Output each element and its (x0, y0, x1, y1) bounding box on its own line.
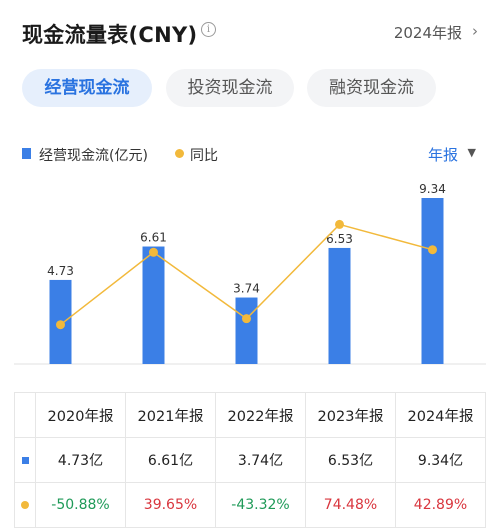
caret-down-icon[interactable]: ▼ (467, 146, 476, 159)
table-cell-value: 4.73亿 (35, 437, 126, 483)
bar-2021年报[interactable] (142, 246, 165, 364)
table-header-cell: 2021年报 (125, 392, 216, 438)
bar-marker-icon (21, 457, 29, 464)
table-cell-yoy: -50.88% (35, 482, 126, 528)
yoy-point-2023年报[interactable] (335, 219, 344, 229)
bar-legend-swatch (22, 148, 31, 159)
table-header-cell: 2023年报 (305, 392, 396, 438)
bar-legend-label: 经营现金流(亿元) (39, 148, 148, 164)
line-marker-icon (21, 501, 29, 509)
bar-2022年报[interactable] (235, 297, 258, 364)
tab-financing-cashflow[interactable]: 融资现金流 (307, 69, 436, 107)
table-header-cell: 2022年报 (215, 392, 306, 438)
report-period-selector[interactable]: 2024年报 (393, 24, 462, 42)
table-header-row: 2020年报 2021年报 2022年报 2023年报 2024年报 (14, 392, 486, 438)
table-cell-yoy: 42.89% (395, 482, 486, 528)
bar-value-label: 6.53 (326, 232, 353, 246)
yoy-point-2020年报[interactable] (56, 320, 65, 330)
table-cell-yoy: -43.32% (215, 482, 306, 528)
line-legend-swatch (175, 149, 184, 158)
cashflow-chart: 4.73 6.61 3.74 6.53 9.34 (14, 182, 486, 365)
table-header-cell: 2020年报 (35, 392, 126, 438)
bar-value-label: 9.34 (419, 182, 446, 196)
chevron-right-icon[interactable]: › (472, 22, 478, 40)
tab-investing-cashflow[interactable]: 投资现金流 (166, 69, 294, 107)
tab-operating-cashflow[interactable]: 经营现金流 (22, 69, 152, 107)
table-cell-value: 6.53亿 (305, 437, 396, 483)
bar-value-label: 6.61 (140, 231, 167, 245)
table-row-value: 4.73亿 6.61亿 3.74亿 6.53亿 9.34亿 (14, 437, 486, 483)
yoy-point-2024年报[interactable] (428, 245, 437, 255)
bar-value-label: 3.74 (233, 282, 260, 296)
table-cell-value: 9.34亿 (395, 437, 486, 483)
bar-2024年报[interactable] (421, 198, 444, 364)
annual-report-select[interactable]: 年报 (427, 146, 458, 164)
info-icon[interactable]: i (201, 22, 216, 37)
line-legend-label: 同比 (190, 148, 218, 164)
bar-value-label: 4.73 (47, 264, 74, 278)
table-header-cell: 2024年报 (395, 392, 486, 438)
yoy-point-2022年报[interactable] (242, 314, 251, 324)
table-cell-value: 3.74亿 (215, 437, 306, 483)
bar-2023年报[interactable] (328, 247, 351, 364)
table-cell-yoy: 39.65% (125, 482, 216, 528)
table-cell-value: 6.61亿 (125, 437, 216, 483)
page-title: 现金流量表(CNY) (22, 23, 198, 47)
table-row-yoy: -50.88% 39.65% -43.32% 74.48% 42.89% (14, 482, 486, 528)
cashflow-table: 2020年报 2021年报 2022年报 2023年报 2024年报 4.73亿… (14, 392, 486, 528)
yoy-point-2021年报[interactable] (149, 247, 158, 257)
table-cell-yoy: 74.48% (305, 482, 396, 528)
